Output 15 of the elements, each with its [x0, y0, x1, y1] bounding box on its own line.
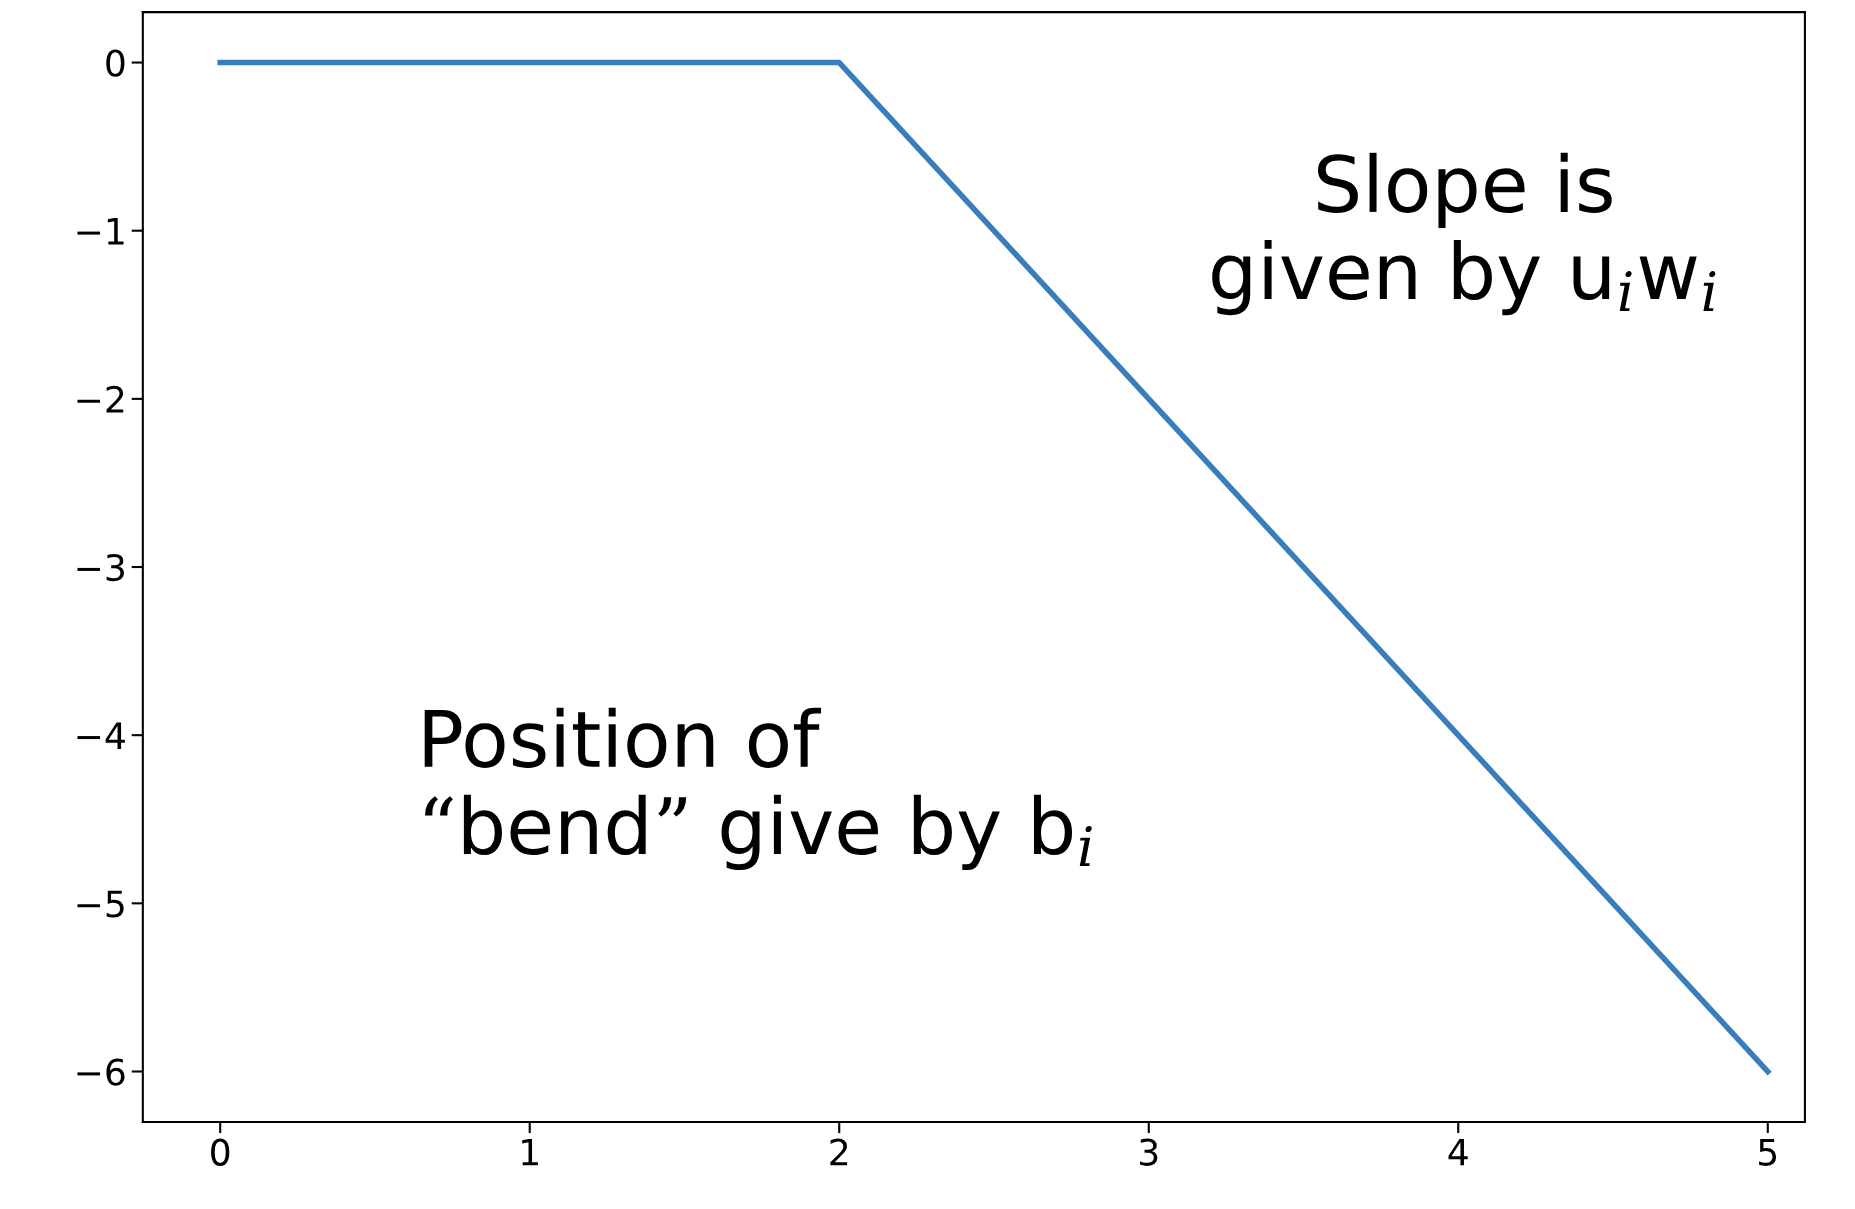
y-tick-label: −6: [77, 1058, 125, 1086]
annotation: Position of “bend” give by b$_{i}$: [424, 707, 1092, 871]
x-tick-label: 0: [211, 1138, 230, 1166]
y-tick-label: 0: [106, 49, 125, 77]
x-tick-label: 2: [830, 1138, 848, 1166]
x-tick-label: 3: [1140, 1138, 1158, 1166]
y-tick-label: −5: [77, 890, 124, 918]
y-tick-label: −4: [77, 722, 125, 749]
x-tick-label: 5: [1759, 1139, 1777, 1166]
annotation: Slope is given by u$_{i}$w$_{i}$: [1212, 152, 1716, 316]
y-tick-label: −1: [77, 218, 124, 245]
y-tick-label: −2: [77, 385, 124, 413]
y-tick-label: −3: [77, 553, 124, 582]
x-tick-label: 1: [522, 1139, 538, 1166]
x-tick-label: 4: [1448, 1139, 1468, 1166]
